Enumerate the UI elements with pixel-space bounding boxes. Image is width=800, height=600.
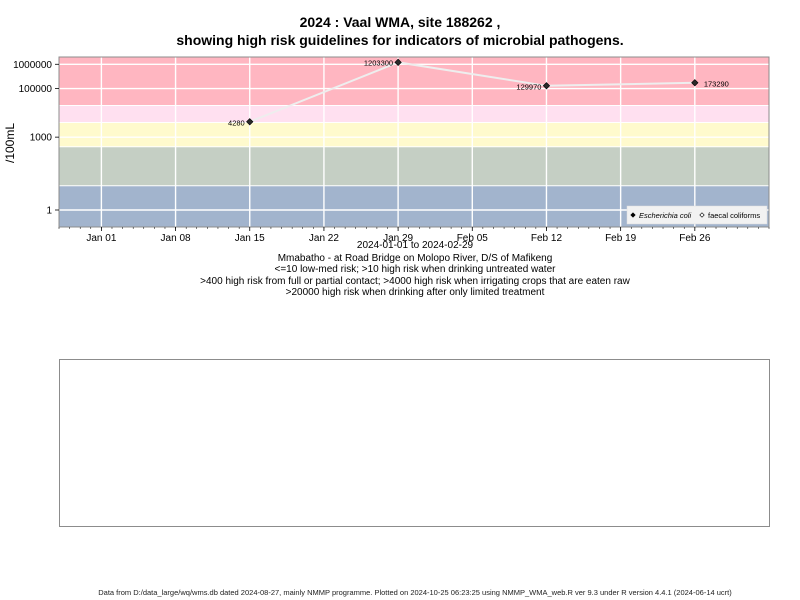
x-tick-label: Jan 08 xyxy=(161,233,191,244)
risk-band xyxy=(59,105,769,123)
y-tick-label: 1 xyxy=(46,206,52,217)
risk-band xyxy=(59,146,769,186)
x-tick-label: Jan 01 xyxy=(86,233,116,244)
risk-band xyxy=(59,122,769,147)
x-tick-label: Feb 12 xyxy=(531,233,563,244)
x-tick-label: Feb 05 xyxy=(457,233,489,244)
caption-guideline-drinking: <=10 low-med risk; >10 high risk when dr… xyxy=(274,264,556,275)
data-label: 173290 xyxy=(704,79,729,88)
caption-site: Mmabatho - at Road Bridge on Molopo Rive… xyxy=(277,253,553,264)
caption-guideline-contact: >400 high risk from full or partial cont… xyxy=(200,276,630,287)
data-point xyxy=(246,118,254,126)
caption-date-range: 2024-01-01 to 2024-02-29 xyxy=(356,240,474,251)
y-tick-label: 1000000 xyxy=(13,60,52,71)
x-tick-label: Feb 19 xyxy=(605,233,637,244)
series-line xyxy=(249,61,695,123)
plot-frame xyxy=(58,56,770,228)
chart-subtitle: showing high risk guidelines for indicat… xyxy=(176,32,624,48)
x-tick-label: Jan 15 xyxy=(235,233,265,244)
y-tick-label: 1000 xyxy=(30,133,53,144)
legend: Escherichia coli faecal coliforms xyxy=(626,205,768,225)
caption-guideline-treatment: >20000 high risk when drinking after onl… xyxy=(285,287,545,298)
empty-plot-panel xyxy=(59,359,770,527)
x-tick-label: Jan 29 xyxy=(383,233,413,244)
axes: Jan 01 Jan 08 Jan 15 Jan 22 Jan 29 Feb 05 Feb … xyxy=(13,60,770,244)
data-point xyxy=(394,58,402,66)
x-tick-label: Jan 22 xyxy=(309,233,339,244)
data-label: 129970 xyxy=(516,82,541,91)
legend-marker-filled xyxy=(630,212,636,218)
legend-label: Escherichia coli xyxy=(639,211,691,220)
risk-bands xyxy=(59,57,769,227)
data-point xyxy=(542,82,551,90)
data-point xyxy=(691,79,699,87)
data-series: 4280 1203300 129970 173290 xyxy=(228,58,729,127)
legend-label: faecal coliforms xyxy=(708,211,760,220)
y-axis-label: /100mL xyxy=(3,123,17,163)
chart-title: 2024 : Vaal WMA, site 188262 , xyxy=(299,14,501,30)
y-tick-label: 100000 xyxy=(19,84,53,95)
data-label: 1203300 xyxy=(364,58,393,67)
legend-marker-open xyxy=(699,212,705,218)
legend-box xyxy=(626,205,768,225)
footer-source-note: Data from D:/data_large/wq/wms.db dated … xyxy=(98,588,732,597)
data-label: 4280 xyxy=(228,118,245,127)
x-tick-label: Feb 26 xyxy=(679,233,711,244)
